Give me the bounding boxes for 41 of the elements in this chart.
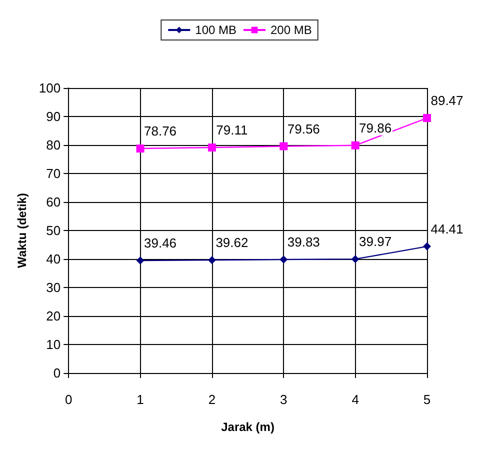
x-tick-label: 5 — [423, 392, 431, 407]
point — [208, 144, 216, 152]
data-label: 39.46 — [144, 236, 177, 251]
x-tick-label: 1 — [136, 392, 144, 407]
x-tick-label: 0 — [64, 392, 72, 407]
x-tick-label: 3 — [280, 392, 288, 407]
point — [136, 256, 144, 265]
data-label: 89.47 — [430, 93, 464, 108]
point — [208, 256, 216, 264]
legend-label: 100 MB — [195, 23, 237, 37]
y-tick-label: 90 — [46, 109, 61, 124]
legend-label: 200 MB — [270, 23, 312, 37]
data-label: 79.86 — [359, 120, 392, 136]
x-tick-label: 4 — [352, 392, 359, 407]
point — [423, 114, 431, 122]
point — [136, 144, 144, 153]
y-tick-label: 30 — [46, 280, 61, 295]
point — [280, 142, 288, 150]
y-tick-label: 60 — [46, 194, 61, 210]
y-tick-label: 50 — [46, 223, 61, 238]
y-tick-label: 0 — [53, 366, 61, 380]
y-axis-title: Waktu (detik) — [15, 193, 29, 268]
x-tick-label: 2 — [208, 392, 216, 407]
data-label: 39.97 — [359, 234, 392, 250]
y-tick-label: 40 — [46, 252, 61, 266]
y-tick-label: 20 — [46, 308, 61, 324]
x-axis-title: Jarak (m) — [221, 420, 274, 434]
y-tick-label: 70 — [46, 166, 61, 181]
data-label: 39.83 — [287, 234, 320, 250]
point — [351, 255, 360, 264]
data-label: 78.76 — [144, 124, 177, 139]
point — [351, 141, 360, 150]
y-tick-label: 10 — [46, 337, 61, 352]
y-tick-label: 100 — [38, 80, 61, 96]
data-label: 44.41 — [430, 221, 464, 236]
point — [423, 242, 431, 250]
data-label: 79.56 — [287, 121, 320, 136]
data-label: 39.62 — [216, 235, 248, 250]
data-label: 79.11 — [216, 122, 248, 138]
y-tick-label: 80 — [46, 138, 61, 152]
point — [280, 255, 288, 264]
